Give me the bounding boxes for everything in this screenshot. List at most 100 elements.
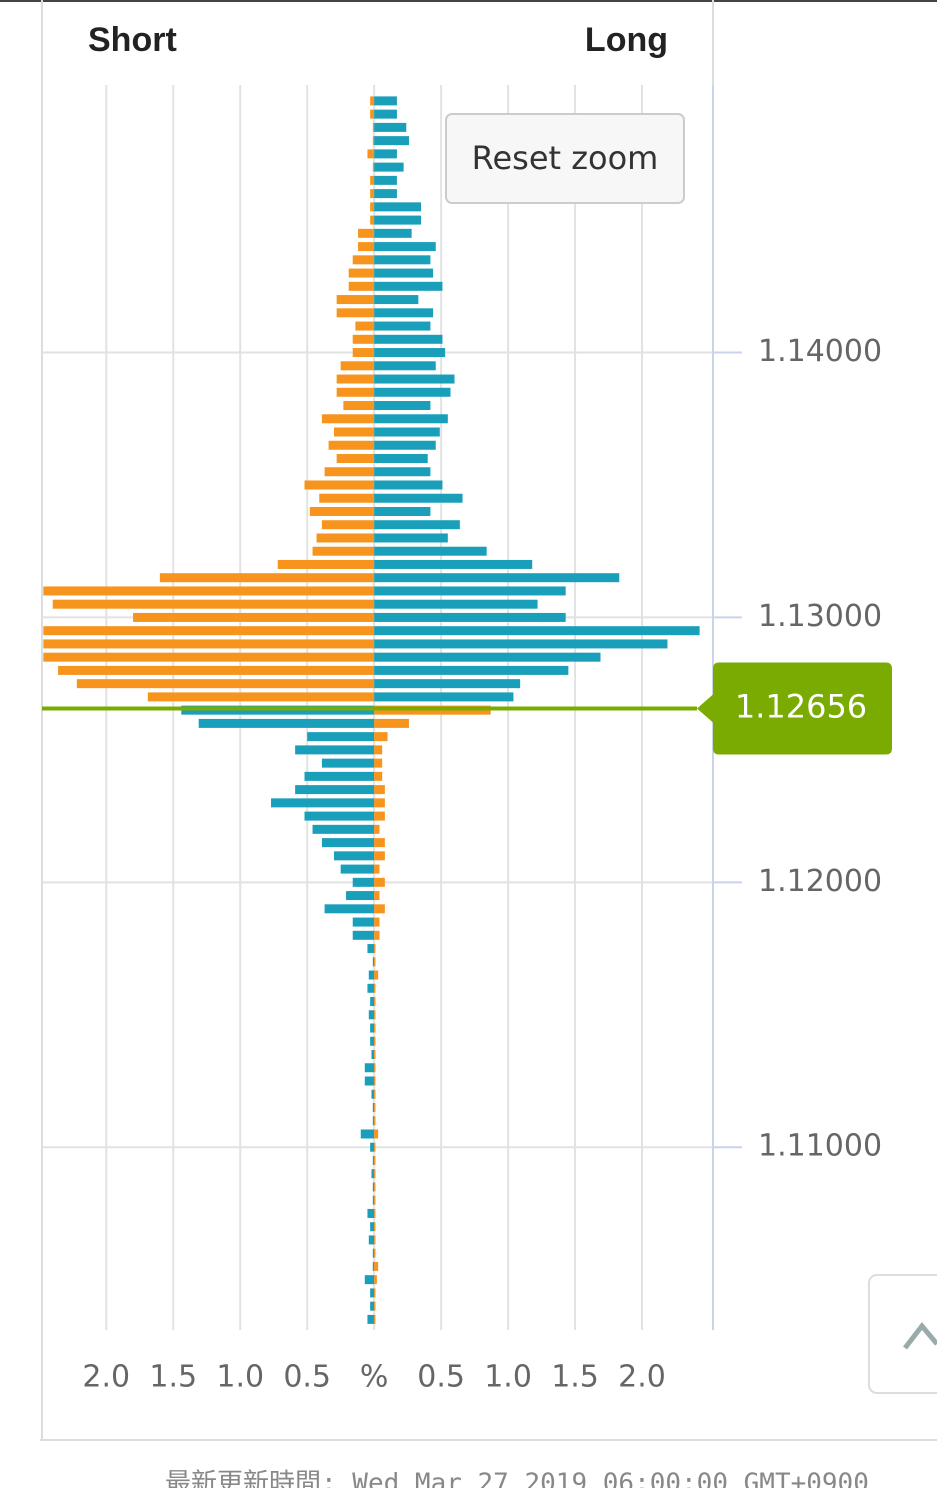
bar — [374, 215, 422, 225]
current-price-tag — [697, 662, 892, 755]
bar — [336, 387, 375, 397]
bar — [147, 692, 375, 702]
bar — [370, 997, 375, 1007]
bar — [374, 1235, 376, 1245]
bar — [374, 334, 443, 344]
bar — [374, 1288, 376, 1298]
reset-zoom-button[interactable]: Reset zoom — [445, 113, 685, 204]
bar — [374, 599, 538, 609]
bar — [368, 1010, 375, 1020]
bar — [333, 427, 375, 437]
bar — [328, 440, 375, 450]
bar — [374, 1116, 376, 1126]
bar — [336, 308, 375, 318]
bar — [374, 189, 397, 199]
bar — [374, 175, 397, 185]
x-tick-label: 0.5 — [283, 1360, 331, 1395]
bar — [277, 559, 375, 569]
bar — [374, 626, 700, 636]
bar — [374, 454, 428, 463]
bar — [374, 281, 443, 291]
x-tick-label: 1.0 — [484, 1360, 532, 1395]
bar — [374, 559, 533, 569]
bar — [372, 1116, 375, 1126]
bar — [374, 612, 566, 622]
bar — [372, 1248, 375, 1258]
long-heading: Long — [585, 21, 668, 59]
bar — [371, 1050, 375, 1060]
bar — [374, 1195, 376, 1205]
bar — [374, 136, 409, 146]
bar — [336, 295, 375, 305]
bar — [374, 506, 431, 516]
x-tick-label: 1.5 — [551, 1360, 599, 1395]
bar — [374, 811, 385, 821]
bar — [321, 414, 375, 424]
bar — [374, 401, 431, 411]
bar — [336, 454, 375, 463]
bar — [352, 334, 375, 344]
bar — [43, 586, 375, 596]
bar — [324, 467, 375, 477]
bar — [348, 268, 375, 278]
back-to-top[interactable] — [868, 1274, 937, 1394]
bar — [374, 1129, 379, 1139]
bar — [370, 215, 375, 225]
bar — [370, 1301, 375, 1311]
bar — [374, 877, 385, 887]
y-tick-label: 1.14000 — [758, 334, 882, 369]
bar — [343, 401, 375, 411]
bar — [368, 970, 375, 980]
button-label[interactable]: Reset zoom — [472, 139, 659, 177]
bar — [374, 864, 380, 874]
bar — [372, 162, 375, 172]
bar — [374, 1155, 376, 1165]
y-tick-label: 1.11000 — [758, 1129, 882, 1164]
bar — [374, 1301, 376, 1311]
bar — [307, 732, 375, 742]
bar — [364, 1076, 375, 1086]
bar — [374, 1261, 379, 1271]
bar — [367, 1208, 375, 1218]
bar — [374, 228, 412, 238]
bar — [367, 149, 375, 159]
short-heading: Short — [88, 21, 177, 59]
bar — [374, 679, 521, 689]
bar — [374, 1182, 376, 1192]
bar — [370, 1222, 375, 1232]
bar — [374, 944, 376, 954]
bar — [374, 387, 451, 397]
bar — [374, 348, 446, 358]
bar — [312, 824, 375, 834]
current-price-label: 1.12656 — [735, 688, 867, 726]
bar — [374, 1142, 376, 1152]
bar — [372, 1261, 375, 1271]
bar — [374, 692, 514, 702]
x-tick-label: % — [360, 1360, 389, 1395]
bar — [374, 983, 376, 993]
bar — [358, 228, 375, 238]
bar — [374, 467, 431, 477]
bar — [76, 679, 375, 689]
bar — [374, 255, 431, 265]
bar — [374, 374, 455, 384]
back-to-top-bg[interactable] — [868, 1274, 937, 1394]
button-bg[interactable] — [445, 113, 685, 204]
bar — [374, 546, 487, 556]
bar — [324, 904, 375, 914]
bar — [374, 109, 397, 119]
bar — [374, 242, 436, 252]
bar — [374, 202, 422, 212]
bar — [316, 533, 375, 543]
bar — [374, 798, 385, 808]
bar — [374, 718, 409, 728]
bar — [370, 96, 375, 106]
bar — [374, 1076, 376, 1086]
bar — [374, 1023, 376, 1033]
bar — [364, 1275, 375, 1285]
chevron-icon[interactable] — [903, 1322, 937, 1350]
bar — [372, 1102, 375, 1112]
x-tick-label: 2.0 — [618, 1360, 666, 1395]
bar — [43, 652, 375, 662]
bar — [159, 573, 375, 583]
